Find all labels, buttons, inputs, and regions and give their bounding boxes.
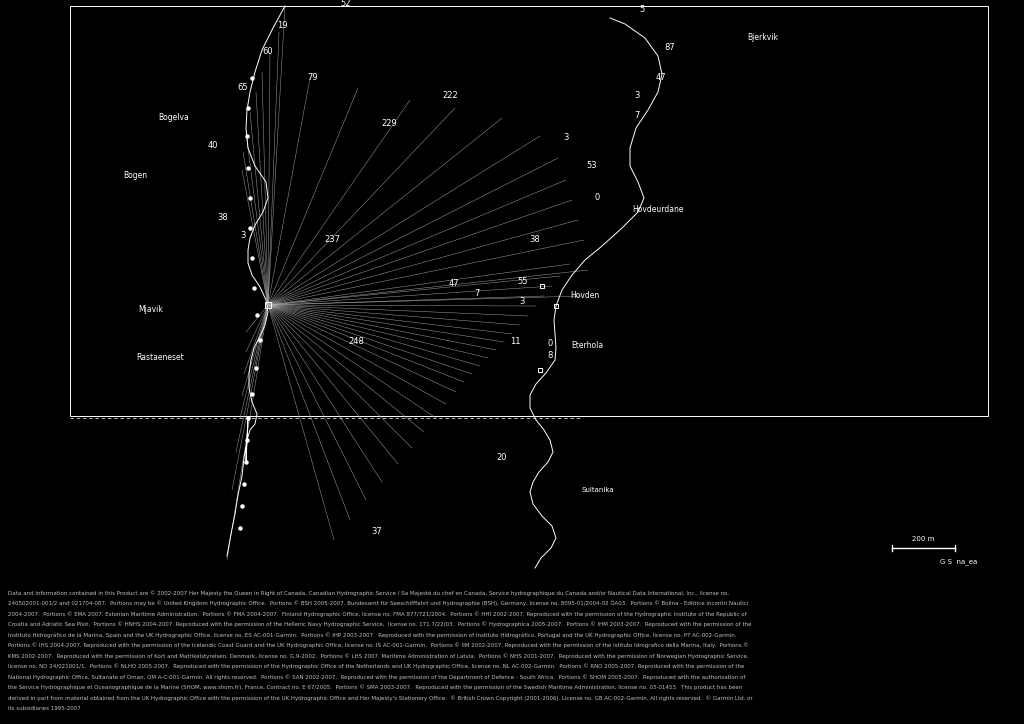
Text: 40: 40	[208, 141, 218, 151]
Text: derived in part from material obtained from the UK Hydrographic Office with the : derived in part from material obtained f…	[8, 695, 753, 701]
Text: 229: 229	[381, 119, 397, 127]
Text: 47: 47	[655, 72, 666, 82]
Text: 5: 5	[639, 6, 645, 14]
Text: 87: 87	[665, 43, 675, 53]
Text: Mjavik: Mjavik	[138, 306, 163, 314]
Text: G S  na_ea: G S na_ea	[940, 558, 977, 565]
Text: the Service Hydrographique et Oceanographique de la Marine (SHOM, www.shom.fr), : the Service Hydrographique et Oceanograp…	[8, 684, 742, 690]
Text: license no. NO 24/021001/1.  Portions © NLHO 2005-2007.  Reproduced with the per: license no. NO 24/021001/1. Portions © N…	[8, 663, 744, 669]
Text: 200 m: 200 m	[912, 536, 935, 542]
Text: Bogelva: Bogelva	[159, 114, 189, 122]
Text: 38: 38	[529, 235, 540, 245]
Text: Bogen: Bogen	[123, 172, 147, 180]
Bar	[70, 6, 988, 416]
Text: 11: 11	[510, 337, 520, 345]
Text: 7: 7	[474, 290, 480, 298]
Text: 7: 7	[634, 111, 640, 120]
Text: 79: 79	[307, 72, 317, 82]
Text: 53: 53	[587, 161, 597, 169]
Text: 52: 52	[341, 0, 351, 9]
Text: Croatia and Adriatic Sea Pilot.  Portions © HNHS 2004-2007. Reproduced with the : Croatia and Adriatic Sea Pilot. Portions…	[8, 621, 752, 627]
Text: 222: 222	[442, 91, 459, 101]
Text: Rastaeneset: Rastaeneset	[136, 353, 184, 363]
Text: Data and information contained in this Product are © 2002-2007 Her Majesty the Q: Data and information contained in this P…	[8, 590, 729, 596]
Text: KMS 2002-2007.  Reproduced with the permission of Kort and Matrikelstyrelsen, De: KMS 2002-2007. Reproduced with the permi…	[8, 653, 749, 659]
Text: its subsidiaries 1995-2007: its subsidiaries 1995-2007	[8, 705, 81, 710]
Text: 37: 37	[372, 528, 382, 536]
Text: 0: 0	[547, 340, 553, 348]
Text: Instituto Hidrográfico de la Marina, Spain and the UK Hydrographic Office, licen: Instituto Hidrográfico de la Marina, Spa…	[8, 632, 736, 638]
Text: Sultanika: Sultanika	[582, 487, 614, 493]
Text: 2004-2007.  Portions © EMA 2007. Estonian Maritime Administration.  Portions © F: 2004-2007. Portions © EMA 2007. Estonian…	[8, 611, 746, 617]
Text: 65: 65	[238, 83, 248, 93]
Text: Hovdeurdane: Hovdeurdane	[632, 206, 683, 214]
Text: 3: 3	[519, 298, 525, 306]
Text: 248: 248	[348, 337, 365, 347]
Text: 55: 55	[517, 277, 527, 287]
Text: 8: 8	[547, 350, 553, 360]
Text: Bjerkvik: Bjerkvik	[748, 33, 778, 43]
Text: Hovden: Hovden	[570, 290, 600, 300]
Text: 38: 38	[217, 214, 227, 222]
Text: Portions © IHS 2004-2007. Reproduced with the permission of the Icelandic Coast : Portions © IHS 2004-2007. Reproduced wit…	[8, 642, 749, 648]
Text: 20: 20	[497, 452, 507, 461]
Text: 237: 237	[325, 235, 341, 245]
Text: 0: 0	[594, 193, 600, 201]
Text: 3: 3	[240, 230, 246, 240]
Text: 60: 60	[262, 48, 272, 56]
Text: 3: 3	[634, 90, 640, 99]
Text: Eterhola: Eterhola	[571, 340, 603, 350]
Text: National Hydrographic Office, Sultanate of Oman, OM A-C-001-Garmin. All rights r: National Hydrographic Office, Sultanate …	[8, 674, 745, 680]
Text: 240502001-001/2 and 021704-087.  Portions may be © United Kingdom Hydrographic O: 240502001-001/2 and 021704-087. Portions…	[8, 600, 749, 606]
Text: 19: 19	[278, 22, 288, 30]
Text: 47: 47	[449, 279, 459, 287]
Text: 3: 3	[563, 133, 569, 143]
